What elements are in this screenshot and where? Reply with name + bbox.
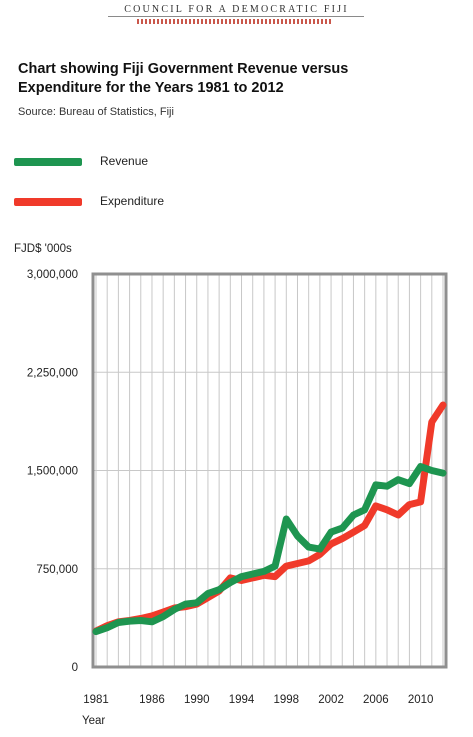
- chart-title-line-2: Expenditure for the Years 1981 to 2012: [18, 80, 284, 96]
- y-axis-unit-label: FJD$ '000s: [14, 243, 72, 255]
- y-tick-label: 2,250,000: [27, 367, 78, 379]
- y-tick-label: 1,500,000: [27, 466, 78, 478]
- plot-frame: [91, 272, 448, 669]
- x-tick-label: 1986: [139, 694, 165, 706]
- x-tick-label: 2006: [363, 694, 389, 706]
- legend-label-expenditure: Expenditure: [100, 194, 165, 208]
- legend-label-revenue: Revenue: [100, 154, 149, 168]
- x-axis-title: Year: [82, 715, 106, 727]
- masthead-pattern: [137, 19, 333, 24]
- x-tick-label: 1981: [83, 694, 109, 706]
- legend-swatch-revenue: [14, 158, 82, 166]
- x-tick-label: 1990: [184, 694, 210, 706]
- chart-title: Chart showing Fiji Government Revenue ve…: [18, 60, 398, 98]
- masthead-title: COUNCIL FOR A DEMOCRATIC FIJI: [124, 4, 349, 15]
- x-tick-label: 2010: [408, 694, 434, 706]
- legend-swatch-expenditure: [14, 198, 82, 206]
- y-tick-label: 3,000,000: [27, 269, 78, 281]
- y-tick-label: 0: [72, 662, 78, 674]
- series-line-expenditure: [92, 401, 447, 635]
- x-tick-label: 1998: [273, 694, 299, 706]
- chart-title-line-1: Chart showing Fiji Government Revenue ve…: [18, 61, 349, 77]
- y-tick-label: 750,000: [36, 564, 78, 576]
- line-chart: 0 750,000 1,500,000 2,250,000 3,000,000 1981 1…: [27, 269, 448, 706]
- x-tick-label: 2002: [318, 694, 344, 706]
- chart-source: Source: Bureau of Statistics, Fiji: [18, 106, 174, 118]
- series-line-revenue: [92, 463, 447, 636]
- x-tick-label: 1994: [229, 694, 255, 706]
- masthead-rule: [108, 16, 364, 17]
